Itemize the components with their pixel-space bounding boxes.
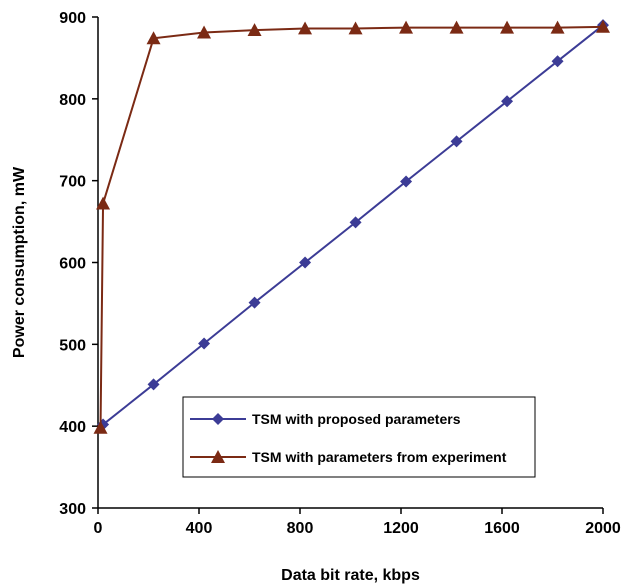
series-1-point — [349, 216, 362, 229]
x-tick-label: 2000 — [585, 520, 621, 537]
x-tick-label: 800 — [287, 520, 314, 537]
y-tick-label: 800 — [59, 92, 86, 109]
y-tick-label: 600 — [59, 256, 86, 273]
series-1-point — [501, 95, 514, 108]
x-tick-label: 0 — [94, 520, 103, 537]
legend-label: TSM with proposed parameters — [252, 411, 461, 427]
series-2-line — [99, 25, 604, 428]
series-2-point — [93, 420, 108, 434]
x-tick-label: 400 — [186, 520, 213, 537]
series-2-point — [500, 20, 515, 34]
y-tick-label: 400 — [59, 419, 86, 436]
legend-marker — [211, 450, 225, 463]
series-2-point — [197, 25, 212, 39]
legend-marker — [212, 413, 224, 425]
series-2-point — [449, 20, 464, 34]
series-1-point — [248, 296, 261, 309]
series-layer — [93, 19, 610, 434]
series-2-point — [399, 20, 414, 34]
y-tick-label: 900 — [59, 10, 86, 27]
series-1-point — [147, 378, 160, 391]
series-1-point — [551, 55, 564, 68]
series-2-point — [550, 20, 565, 34]
series-2-point — [96, 196, 111, 210]
series-2-point — [247, 23, 262, 37]
series-1-point — [198, 337, 211, 350]
y-axis-title: Power consumption, mW — [11, 166, 28, 358]
y-tick-label: 700 — [59, 174, 86, 191]
legend-label: TSM with parameters from experiment — [252, 449, 507, 465]
x-tick-label: 1200 — [383, 520, 419, 537]
legend-box — [182, 396, 536, 478]
series-2 — [93, 19, 610, 434]
legend: TSM with proposed parameters TSM with par… — [182, 396, 536, 478]
ticks: 300 400 500 600 700 800 900 0 400 800 1200 1600 2000 — [59, 10, 621, 537]
series-2-point — [348, 21, 363, 35]
y-tick-label: 300 — [59, 501, 86, 518]
series-1-point — [400, 175, 413, 188]
series-2-point — [146, 31, 161, 45]
series-1-point — [450, 135, 463, 148]
series-2-point — [298, 21, 313, 35]
series-1-point — [299, 256, 312, 269]
x-tick-label: 1600 — [484, 520, 520, 537]
y-tick-label: 500 — [59, 337, 86, 354]
series-1 — [97, 19, 609, 431]
x-axis-title: Data bit rate, kbps — [281, 567, 420, 584]
series-2-point — [596, 19, 610, 33]
